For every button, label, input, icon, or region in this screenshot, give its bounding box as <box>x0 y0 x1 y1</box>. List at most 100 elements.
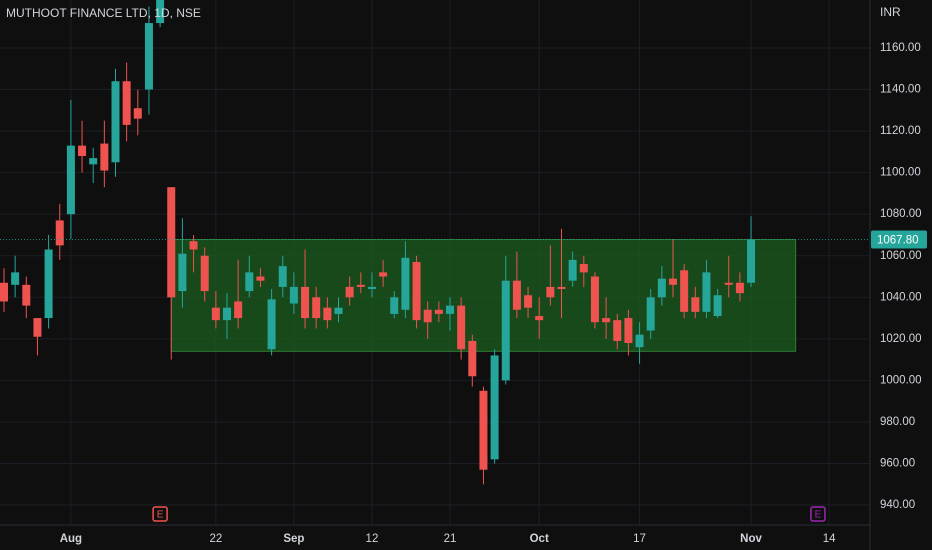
x-tick-label: Sep <box>283 533 304 545</box>
y-tick-label: 960.00 <box>880 458 915 470</box>
candle-body <box>122 81 131 125</box>
y-tick-label: 980.00 <box>880 416 915 428</box>
candle-body <box>624 318 633 344</box>
candle-body <box>267 299 276 350</box>
currency: INR <box>880 5 901 19</box>
candle-body <box>613 320 622 341</box>
x-tick-label: Aug <box>60 533 82 545</box>
candle-body <box>289 286 298 304</box>
candle-body <box>11 272 20 285</box>
candle-body <box>747 239 756 283</box>
y-tick-label: 1060.00 <box>880 250 922 262</box>
y-tick-label: 1120.00 <box>880 125 921 137</box>
candle-body <box>89 158 98 165</box>
candle-body <box>602 318 611 323</box>
candle-body <box>189 241 198 250</box>
y-tick-label: 1140.00 <box>880 84 921 96</box>
candle-body <box>680 270 689 312</box>
candle-body <box>245 272 254 292</box>
candle-body <box>635 334 644 348</box>
candle-body <box>646 297 655 331</box>
candle-body <box>0 282 8 302</box>
candle-body <box>501 280 510 381</box>
x-tick-label: 14 <box>823 533 836 545</box>
event-marker <box>152 506 168 522</box>
candle-body <box>490 355 499 460</box>
candle-body <box>223 307 231 321</box>
candle-body <box>691 297 700 312</box>
x-tick-label: 17 <box>633 533 646 545</box>
y-tick-label: 940.00 <box>880 499 915 511</box>
chart-title: MUTHOOT FINANCE LTD, 1D, NSE <box>6 6 201 20</box>
event-label: E <box>157 510 164 521</box>
candle-body <box>457 305 466 350</box>
x-tick-label: 22 <box>209 533 222 545</box>
event-label: E <box>815 510 822 521</box>
candle-body <box>390 297 399 314</box>
candle-body <box>33 318 42 337</box>
candle-body <box>468 340 477 377</box>
candle-body <box>301 286 310 319</box>
candle-body <box>167 187 176 298</box>
candle-body <box>345 286 354 298</box>
candle-body <box>479 390 488 470</box>
x-tick-label: 12 <box>366 533 379 545</box>
candle-body <box>234 301 243 319</box>
event-marker <box>810 506 826 522</box>
last-price-label: 1067.80 <box>877 235 919 247</box>
candle-body <box>66 145 75 215</box>
y-tick-label: 1040.00 <box>880 291 922 303</box>
candle-body <box>557 286 566 289</box>
y-tick-label: 1080.00 <box>880 208 922 220</box>
candle-body <box>256 276 265 281</box>
candle-body <box>434 309 443 314</box>
candle-body <box>200 255 209 292</box>
candle-body <box>546 286 555 298</box>
last-price-tag <box>871 230 927 249</box>
candle-body <box>44 249 53 319</box>
x-tick-label: Oct <box>530 533 549 545</box>
candle-body <box>312 297 321 319</box>
candle-body <box>412 261 421 321</box>
x-tick-label: 21 <box>444 533 457 545</box>
plot <box>0 0 870 485</box>
candle-body <box>278 266 287 287</box>
candle-body <box>568 259 577 281</box>
candle-body <box>446 305 454 314</box>
candle-body <box>178 253 187 292</box>
candle-body <box>401 257 410 310</box>
candle-body <box>657 278 666 298</box>
candle-body <box>334 307 343 314</box>
candle-body <box>22 284 31 306</box>
candle-body <box>100 143 109 171</box>
candle-body <box>356 284 365 287</box>
candle-body <box>512 280 521 310</box>
candle-body <box>379 272 388 277</box>
candle-body <box>55 220 64 246</box>
y-tick-label: 1020.00 <box>880 333 922 345</box>
candle-body <box>367 286 376 289</box>
candle-body <box>211 307 220 321</box>
candle-body <box>702 272 711 312</box>
axes: 940.00 960.00 980.00 1000.00 1020.00 1040.00 1… <box>60 42 927 545</box>
candle-body <box>579 264 588 273</box>
candle-body <box>669 278 677 285</box>
candle-body <box>735 282 744 294</box>
candle-body <box>323 307 332 321</box>
y-tick-label: 1000.00 <box>880 374 922 386</box>
candle-body <box>156 0 165 24</box>
candle-body <box>144 23 153 90</box>
candle-body <box>713 295 722 316</box>
candle-body <box>590 276 599 323</box>
y-tick-label: 1160.00 <box>880 42 921 54</box>
candle-body <box>423 309 432 323</box>
x-tick-label: Nov <box>740 533 762 545</box>
zone <box>170 239 797 352</box>
candle-body <box>524 295 533 308</box>
candle-body <box>724 282 733 285</box>
y-tick-label: 1100.00 <box>880 167 921 179</box>
candle-body <box>111 81 120 163</box>
candle-body <box>133 108 142 119</box>
candle-body <box>78 145 87 157</box>
